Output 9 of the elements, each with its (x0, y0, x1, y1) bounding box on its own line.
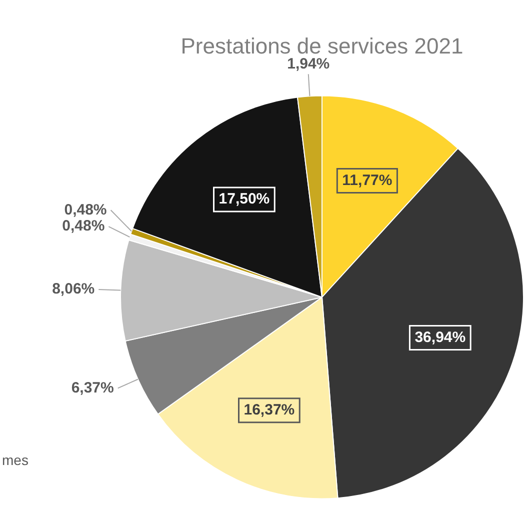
data-label: 36,94% (414, 328, 466, 346)
data-label: 16,37% (244, 402, 295, 419)
data-label: 8,06% (52, 280, 95, 298)
data-label: 17,50% (218, 190, 270, 208)
data-label: 11,77% (342, 172, 392, 189)
data-label: 0,48% (62, 218, 105, 235)
data-label: 0,48% (64, 201, 107, 218)
data-label: 6,37% (71, 379, 114, 396)
text: mes (2, 452, 28, 468)
